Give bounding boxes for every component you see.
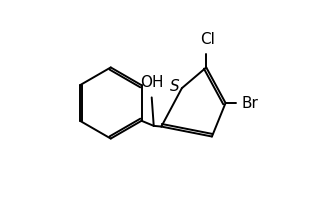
Text: Br: Br: [242, 96, 259, 110]
Text: Cl: Cl: [200, 32, 215, 47]
Text: S: S: [170, 79, 179, 94]
Text: OH: OH: [140, 75, 164, 90]
